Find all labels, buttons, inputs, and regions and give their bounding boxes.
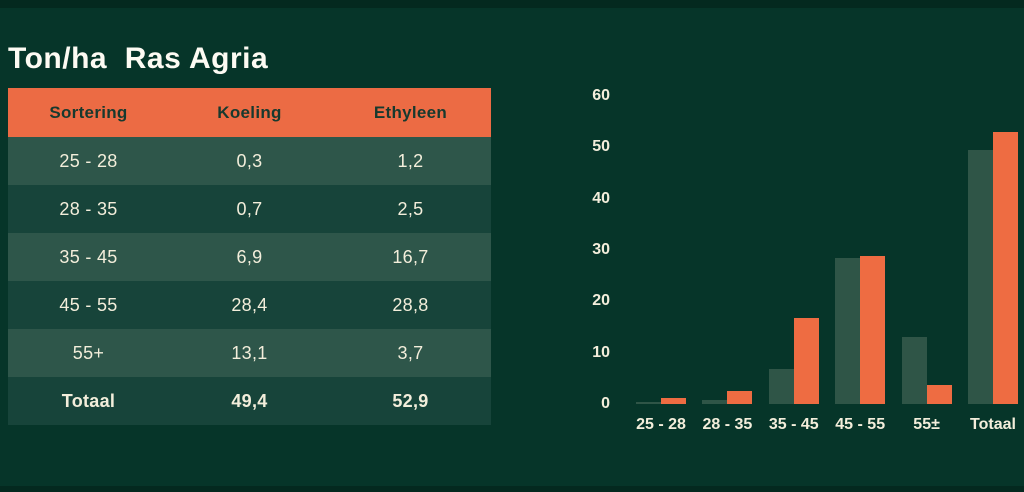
table-row: 45 - 55 28,4 28,8	[8, 281, 491, 329]
x-axis-category-label: 28 - 35	[702, 416, 753, 433]
table-header-cell: Sortering	[49, 102, 128, 122]
table-cell: 52,9	[392, 390, 429, 411]
top-edge-band	[0, 0, 1024, 8]
table-header-cell: Koeling	[217, 102, 282, 122]
y-axis-tick-label: 10	[592, 343, 610, 361]
bar-ethyleen	[860, 256, 886, 404]
y-axis-tick-label: 60	[592, 87, 610, 105]
table-cell: 1,2	[397, 150, 424, 171]
table-cell: 35 - 45	[59, 246, 118, 267]
table-cell: 6,9	[236, 246, 263, 267]
table-cell: Totaal	[61, 390, 116, 411]
table-header-row: Sortering Koeling Ethyleen	[8, 88, 491, 137]
bar-ethyleen	[926, 385, 952, 404]
bar-ethyleen	[993, 132, 1018, 404]
table-row: 28 - 35 0,7 2,5	[8, 185, 491, 233]
table-cell: 49,4	[231, 390, 268, 411]
table-cell: 0,7	[236, 198, 263, 219]
table-row: 55+ 13,1 3,7	[8, 329, 491, 377]
table-header-cell: Ethyleen	[373, 102, 448, 122]
bar-koeling	[636, 402, 661, 404]
bar-koeling	[968, 150, 993, 404]
bar-ethyleen	[793, 318, 819, 404]
x-axis-category-label: 35 - 45	[768, 416, 819, 433]
bar-chart: 0 10 20 30 40 50 60 25 - 28 28 - 35 35 - 45 45 - …	[560, 80, 1024, 480]
y-axis-tick-label: 20	[592, 292, 610, 310]
bar-koeling	[835, 258, 861, 404]
table-row: Totaal 49,4 52,9	[8, 377, 491, 425]
x-axis-category-label: 25 - 28	[636, 416, 686, 433]
page-title: Ton/ha Ras Agria	[8, 42, 269, 76]
sorting-table: Sortering Koeling Ethyleen 25 - 28 0,3 1,2 28…	[8, 88, 491, 425]
bar-koeling	[901, 337, 927, 404]
bar-koeling	[702, 400, 728, 404]
table-body: 25 - 28 0,3 1,2 28 - 35 0,7 2,5 35 - 45 6,9 16,7…	[8, 137, 491, 425]
table-cell: 2,5	[397, 198, 424, 219]
bar-koeling	[768, 369, 794, 404]
x-axis-category-label: Totaal	[970, 416, 1016, 433]
table-row: 35 - 45 6,9 16,7	[8, 233, 491, 281]
table-cell: 3,7	[397, 342, 424, 363]
table-cell: 28,8	[392, 294, 429, 315]
bar-ethyleen	[661, 398, 686, 404]
table-row: 25 - 28 0,3 1,2	[8, 137, 491, 185]
table-cell: 45 - 55	[59, 294, 118, 315]
x-axis-category-label: 55±	[913, 416, 940, 433]
bottom-edge-band	[0, 486, 1024, 492]
table-cell: 25 - 28	[59, 150, 118, 171]
y-axis-tick-label: 30	[592, 241, 610, 258]
table-cell: 28 - 35	[59, 198, 118, 219]
y-axis-tick-label: 40	[592, 189, 610, 207]
bar-ethyleen	[727, 391, 753, 404]
table-cell: 16,7	[392, 246, 429, 267]
y-axis-tick-label: 0	[601, 395, 610, 412]
table-cell: 13,1	[231, 342, 268, 363]
table-cell: 0,3	[236, 150, 263, 171]
table-cell: 55+	[72, 342, 105, 363]
y-axis-tick-label: 50	[592, 138, 610, 156]
x-axis-category-label: 45 - 55	[835, 416, 886, 433]
table-cell: 28,4	[231, 294, 268, 315]
